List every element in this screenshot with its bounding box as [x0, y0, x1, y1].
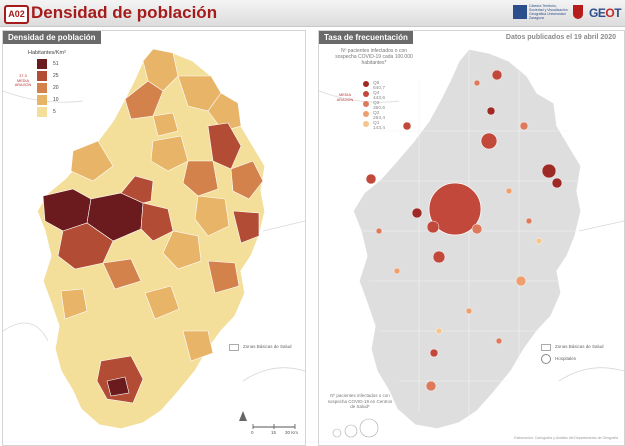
institution-name: Cátedra Territorio, Sociedad y Visualiza… — [529, 4, 568, 20]
quintile-dot — [363, 121, 369, 127]
zbs-bubble — [426, 220, 440, 234]
quintile-dot — [363, 101, 369, 107]
density-swatch — [37, 59, 47, 69]
quintile-label: Q4 — [373, 91, 380, 96]
quintile-value: 443,6 — [373, 96, 386, 101]
university-logo-icon — [513, 5, 527, 19]
map-code-badge: A02 — [4, 5, 29, 24]
frequency-bubbles — [365, 69, 563, 392]
zbs-legend-swatch — [229, 344, 239, 351]
quintile-value: 360,6 — [373, 106, 386, 111]
zaragoza-bubble — [428, 182, 482, 236]
density-scale-label: 5 — [53, 109, 56, 115]
quintile-label: Q5 — [373, 81, 380, 86]
quintile-label: Q3 — [373, 101, 380, 106]
quintile-value: 640,7 — [373, 86, 386, 91]
huesca-bubble — [480, 132, 498, 150]
zbs-legend-label: Zonas Básicas de Salud — [555, 344, 604, 349]
density-scale-label: 25 — [53, 73, 59, 79]
density-scale-label: 51 — [53, 61, 59, 67]
zbs-bubble — [486, 106, 496, 116]
bubble-size-legend-title: Nº pacientes infectados o con sospecha C… — [327, 393, 393, 409]
zbs-bubble — [375, 227, 383, 235]
zbs-bubble — [551, 177, 563, 189]
zbs-bubble — [505, 187, 513, 195]
hospital-icon — [541, 354, 551, 364]
scale-bar-mid: 15 — [271, 430, 277, 435]
density-scale-label: 10 — [53, 97, 59, 103]
header-bar: A02 Densidad de población Cátedra Territ… — [0, 0, 625, 27]
frequency-panel-title: Tasa de frecuentación — [319, 31, 413, 44]
zbs-bubble — [465, 307, 473, 315]
page-title: Densidad de población — [31, 3, 218, 22]
quintile-label: Q1 — [373, 121, 380, 126]
zbs-bubble — [535, 237, 543, 245]
frequency-panel: Tasa de frecuentación Datos publicados e… — [318, 30, 625, 446]
zbs-bubble — [515, 275, 527, 287]
publication-date: Datos publicados el 19 abril 2020 — [505, 34, 616, 41]
shield-logo-icon — [573, 5, 583, 19]
zbs-bubble — [365, 173, 377, 185]
zbs-legend-swatch — [541, 344, 551, 351]
zbs-bubble — [393, 267, 401, 275]
geot-logo: GEOT — [589, 6, 622, 20]
zbs-bubble — [429, 348, 439, 358]
zbs-bubble — [495, 337, 503, 345]
zbs-bubble — [402, 121, 412, 131]
zbs-bubble — [425, 380, 437, 392]
density-mean-note: 37,3 MEDIA ARAGÓN — [14, 74, 32, 87]
quintile-dot — [363, 91, 369, 97]
hospital-legend-label: Hospitales — [555, 356, 577, 361]
zbs-bubble — [471, 223, 483, 235]
quintile-value: 263,4 — [373, 116, 386, 121]
density-map — [3, 48, 305, 430]
zbs-bubble — [473, 79, 481, 87]
density-panel: Densidad de población Habitantes/Km² — [2, 30, 306, 446]
frequency-mean-note: MEDIA ARAGÓN — [336, 93, 354, 102]
zbs-bubble — [519, 121, 529, 131]
zbs-legend-label: Zonas Básicas de Salud — [243, 344, 292, 349]
density-swatch — [37, 107, 47, 117]
density-swatch — [37, 95, 47, 105]
frequency-map — [319, 48, 624, 430]
quintile-label: Q2 — [373, 111, 380, 116]
zbs-bubble — [432, 250, 446, 264]
density-panel-title: Densidad de población — [3, 31, 101, 44]
zbs-bubble — [411, 207, 423, 219]
zbs-bubble — [435, 327, 443, 335]
zbs-bubble — [491, 69, 503, 81]
frequency-legend-title: Nº pacientes infectados o con sospecha C… — [335, 48, 413, 66]
density-swatch — [37, 71, 47, 81]
density-swatch — [37, 83, 47, 93]
density-legend-title: Habitantes/Km² — [28, 50, 66, 56]
density-scale-label: 20 — [53, 85, 59, 91]
scale-bar-end: 30 Km — [285, 430, 299, 435]
zbs-bubble — [525, 217, 533, 225]
quintile-value: 143,4 — [373, 126, 386, 131]
credit-note: Elaboración: Cartografía y Análisis del … — [514, 436, 618, 440]
zbs-bubble — [541, 163, 557, 179]
scale-bar-zero: 0 — [251, 430, 254, 435]
quintile-dot — [363, 81, 369, 87]
quintile-dot — [363, 111, 369, 117]
